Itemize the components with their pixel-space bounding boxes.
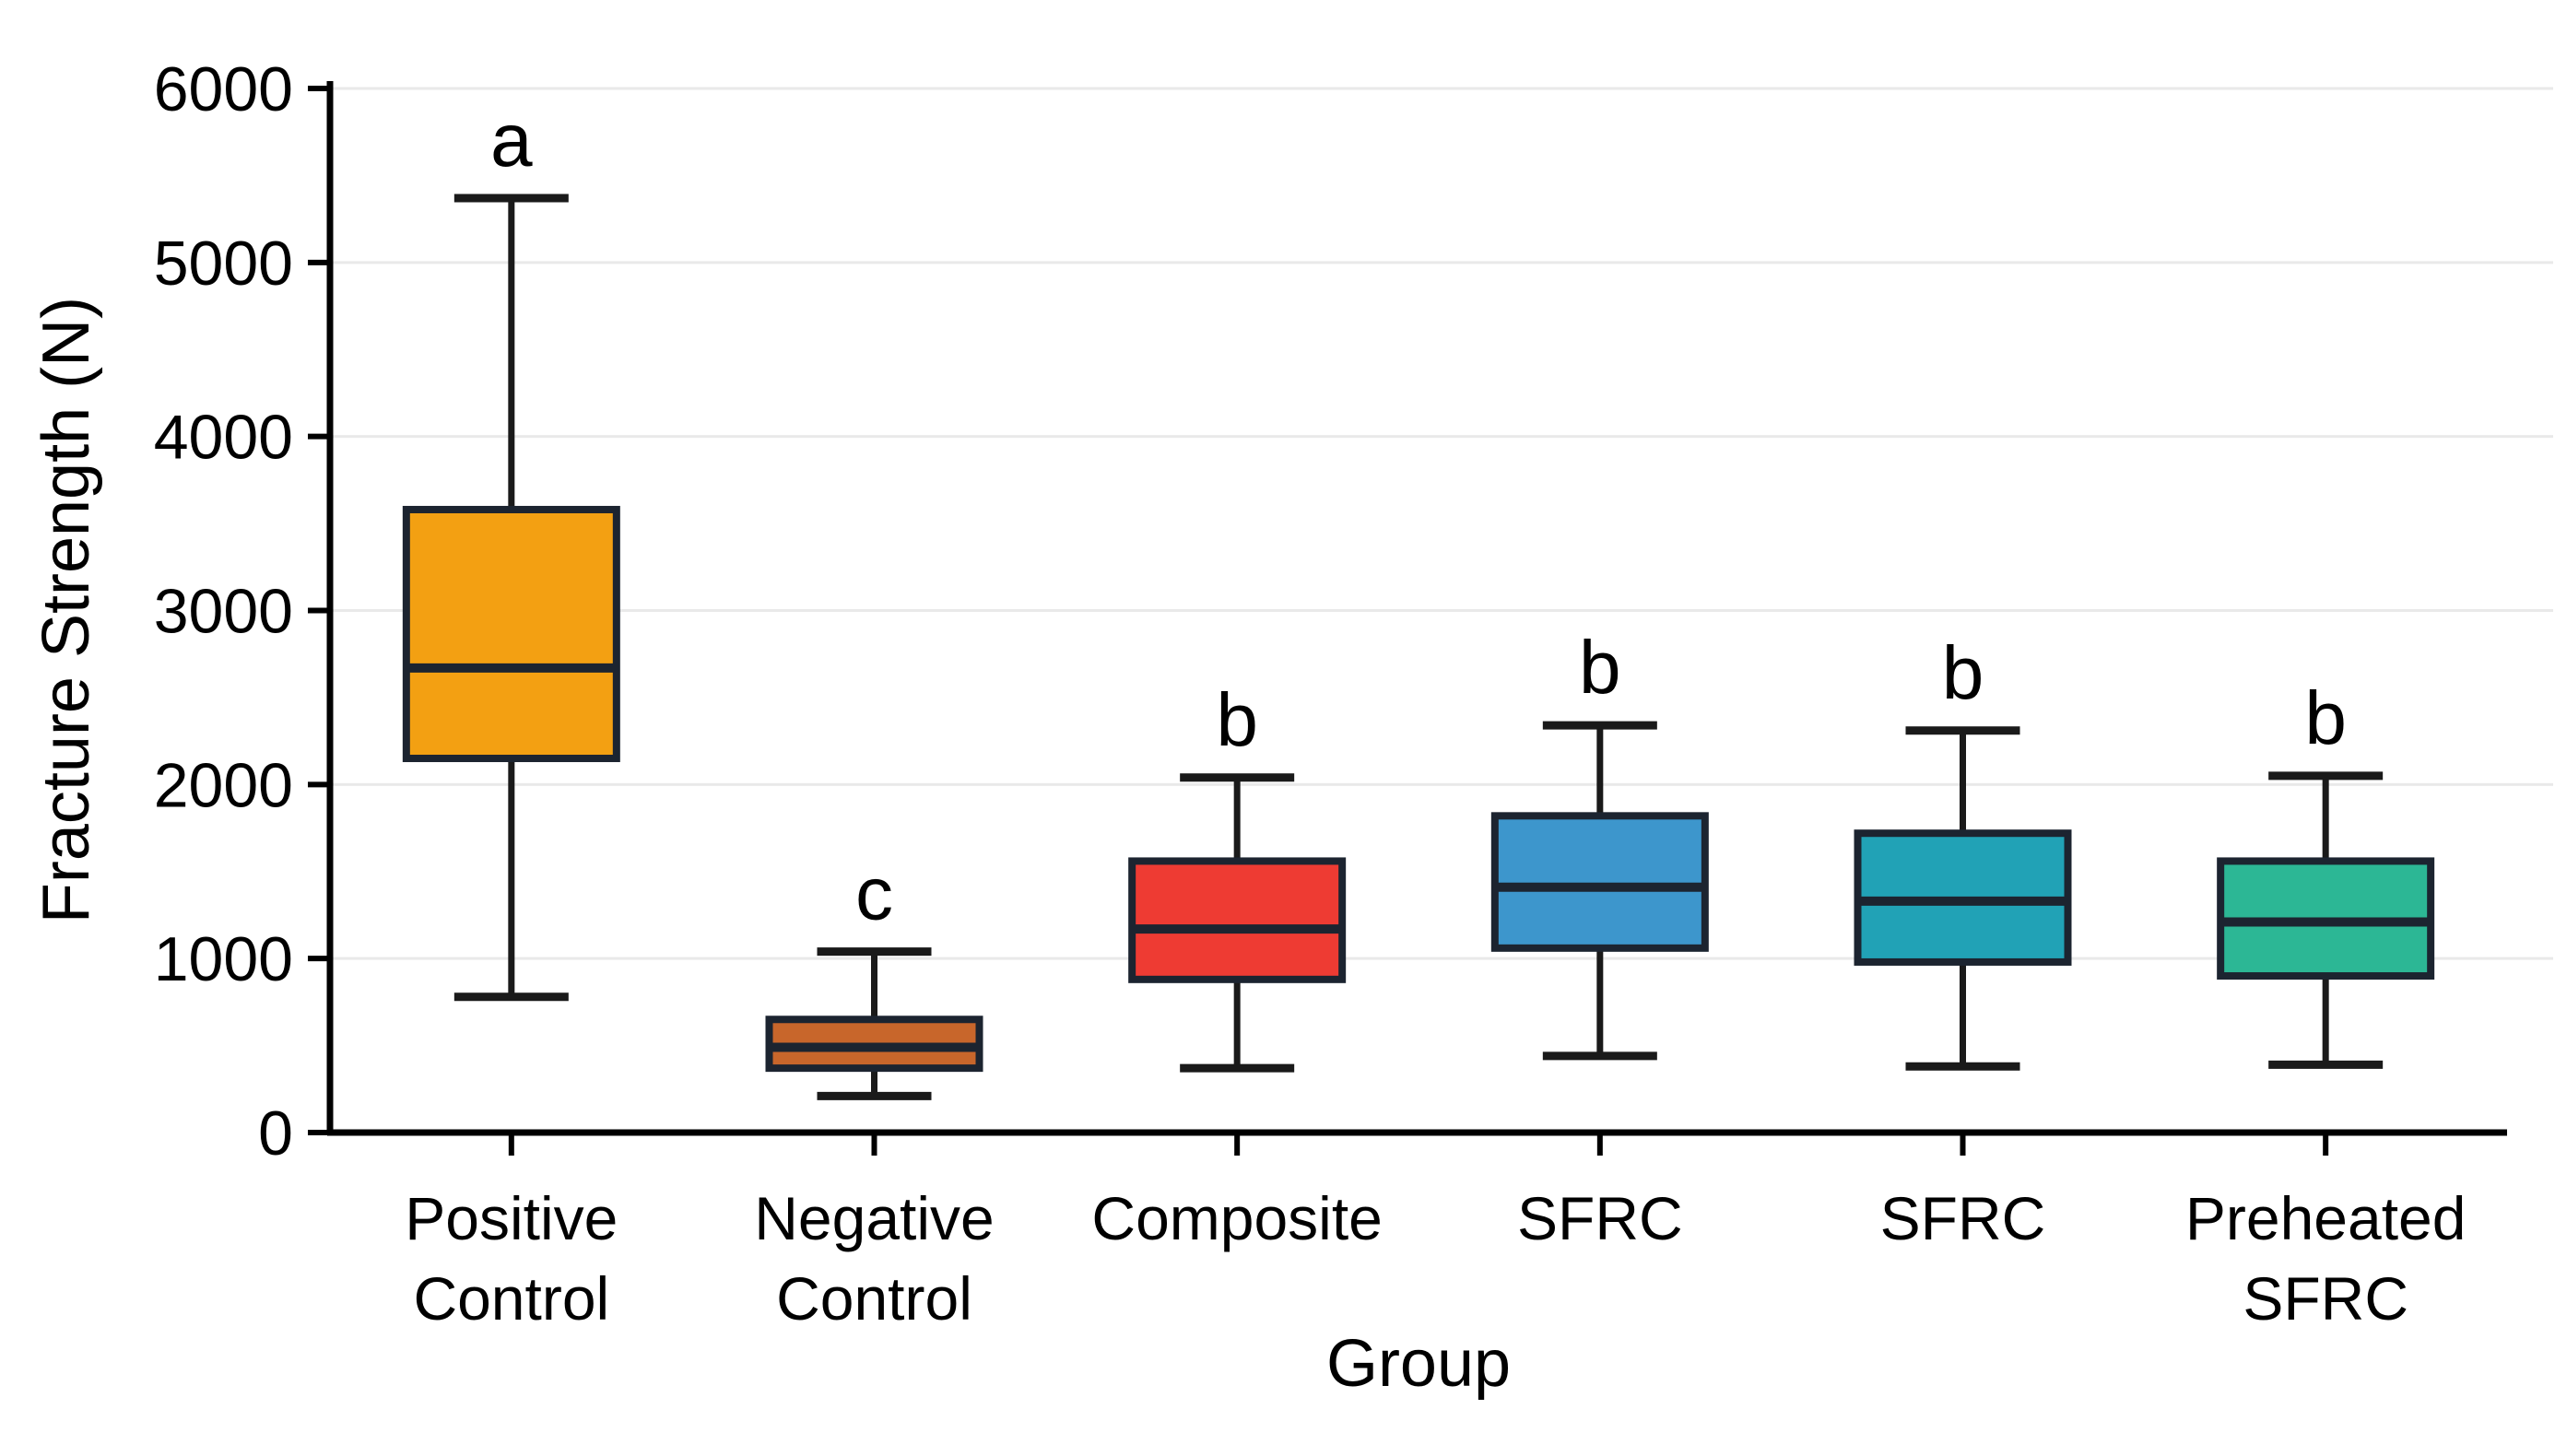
x-tick-label: Negative: [754, 1184, 995, 1252]
x-tick-label: SFRC: [1517, 1184, 1683, 1252]
significance-letter: b: [2304, 676, 2347, 760]
significance-letter: c: [855, 852, 893, 936]
y-tick-label: 0: [258, 1098, 293, 1168]
significance-letter: b: [1942, 631, 1984, 715]
x-tick-label: Control: [776, 1264, 972, 1333]
box-iqr: [1490, 812, 1709, 952]
y-axis-title: Fracture Strength (N): [29, 296, 103, 924]
x-tick-label: Positive: [405, 1184, 618, 1252]
x-tick-label: Control: [413, 1264, 609, 1333]
x-tick-label: SFRC: [2243, 1264, 2408, 1333]
y-tick-label: 1000: [154, 924, 293, 994]
significance-letter: b: [1579, 626, 1621, 710]
y-tick-label: 5000: [154, 229, 293, 299]
significance-letter: b: [1216, 678, 1258, 762]
box-iqr: [1128, 857, 1347, 983]
box-iqr: [402, 505, 620, 763]
y-tick-label: 4000: [154, 403, 293, 473]
x-tick-label: Composite: [1091, 1184, 1382, 1252]
y-tick-label: 3000: [154, 577, 293, 647]
y-tick-label: 2000: [154, 750, 293, 820]
y-tick-label: 6000: [154, 54, 293, 124]
x-axis-title: Group: [1325, 1327, 1512, 1401]
significance-letter: a: [490, 99, 533, 182]
x-tick-label: Preheated: [2185, 1184, 2467, 1252]
x-tick-label: SFRC: [1880, 1184, 2046, 1252]
